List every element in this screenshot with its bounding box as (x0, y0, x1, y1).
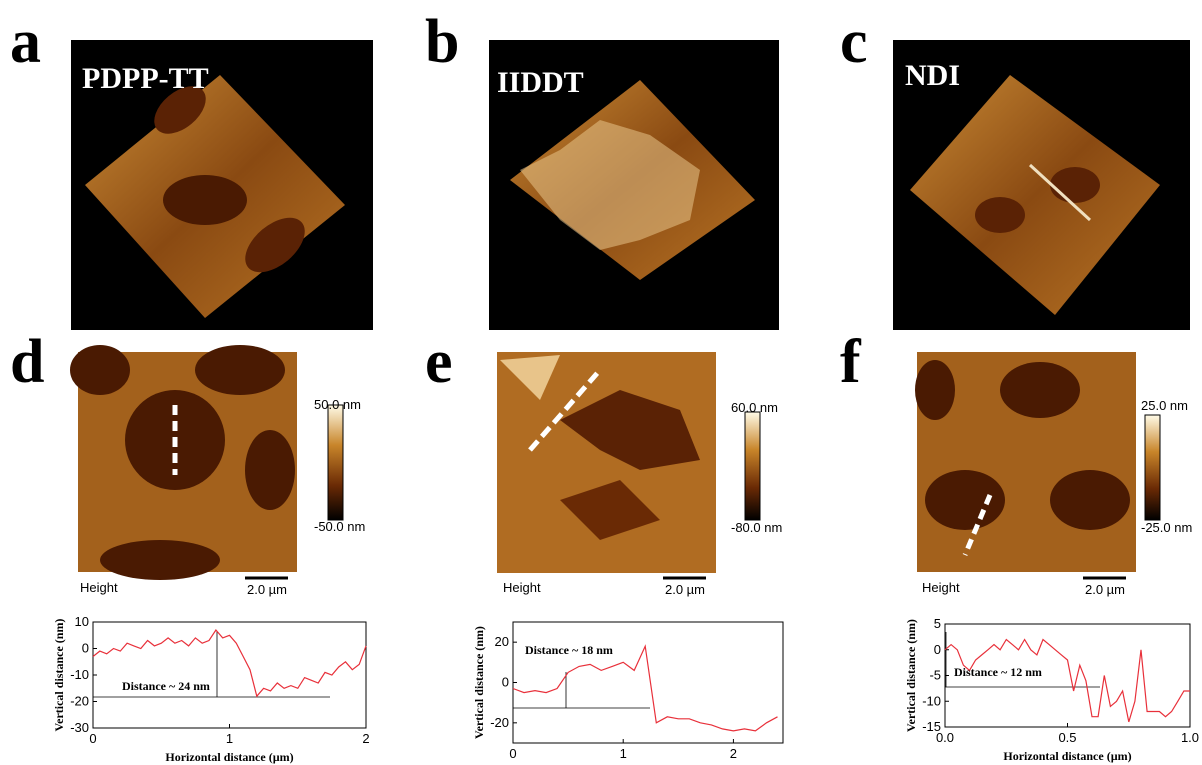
material-label: NDI (905, 59, 960, 92)
y-axis-title: Vertical distance (nm) (52, 619, 66, 732)
x-axis-title: Horizontal distance (µm) (1003, 749, 1131, 763)
panel-letter: f (840, 328, 862, 396)
panel-letter: e (425, 328, 453, 396)
scale-bar-label: 2.0 µm (665, 582, 705, 597)
x-tick-label: 0.5 (1058, 730, 1076, 745)
y-tick-label: -5 (929, 668, 941, 683)
x-tick-label: 1 (620, 746, 627, 761)
plot-frame (92, 621, 367, 729)
y-tick-label: 0 (502, 675, 509, 690)
y-axis-title: Vertical distance (nm) (904, 619, 918, 732)
x-tick-label: 1 (226, 731, 233, 746)
colorbar-min: -25.0 nm (1141, 520, 1192, 535)
y-tick-label: -15 (922, 719, 941, 734)
plot-frame (512, 621, 784, 744)
x-tick-label: 0 (89, 731, 96, 746)
y-tick-label: 10 (75, 614, 89, 629)
afm-3d-c (893, 40, 1190, 330)
panel-letter: c (840, 8, 868, 76)
image-label: Height (80, 580, 118, 595)
image-label: Height (922, 580, 960, 595)
y-axis-title: Vertical distance (nm) (472, 626, 486, 739)
material-label: PDPP-TT (82, 62, 209, 95)
y-tick-label: 0 (82, 641, 89, 656)
panel-letter: a (10, 8, 41, 76)
afm-2d-e (497, 352, 761, 580)
afm-2d-f (915, 352, 1161, 580)
annotation: Distance ~ 18 nm (525, 643, 613, 657)
x-tick-label: 1.0 (1181, 730, 1199, 745)
profile-line (944, 638, 1190, 723)
annotation: Distance ~ 24 nm (122, 679, 210, 693)
y-tick-label: -20 (490, 715, 509, 730)
y-tick-label: 20 (495, 634, 509, 649)
x-tick-label: 0 (509, 746, 516, 761)
x-tick-label: 2 (730, 746, 737, 761)
y-tick-label: -10 (922, 693, 941, 708)
afm-3d-b (489, 40, 779, 330)
annotation: Distance ~ 12 nm (954, 665, 1042, 679)
colorbar-max: 50.0 nm (314, 397, 361, 412)
y-tick-label: -10 (70, 667, 89, 682)
colorbar-max: 60.0 nm (731, 400, 778, 415)
colorbar-max: 25.0 nm (1141, 398, 1188, 413)
scale-bar-label: 2.0 µm (1085, 582, 1125, 597)
afm-2d-d (70, 345, 344, 580)
profile-line (512, 644, 778, 732)
material-label: IIDDT (497, 66, 584, 99)
x-tick-label: 2 (362, 731, 369, 746)
y-tick-label: 0 (934, 642, 941, 657)
afm-3d-a (71, 40, 373, 330)
scale-bar-label: 2.0 µm (247, 582, 287, 597)
y-tick-label: 5 (934, 616, 941, 631)
colorbar-min: -50.0 nm (314, 519, 365, 534)
colorbar-min: -80.0 nm (731, 520, 782, 535)
panel-letter: d (10, 328, 44, 396)
profile-line (92, 629, 367, 698)
annotation-guides (93, 632, 1100, 709)
x-tick-label: 0.0 (936, 730, 954, 745)
image-label: Height (503, 580, 541, 595)
x-axis-title: Horizontal distance (µm) (165, 750, 293, 764)
panel-letter: b (425, 8, 459, 76)
y-tick-label: -30 (70, 720, 89, 735)
y-tick-label: -20 (70, 694, 89, 709)
